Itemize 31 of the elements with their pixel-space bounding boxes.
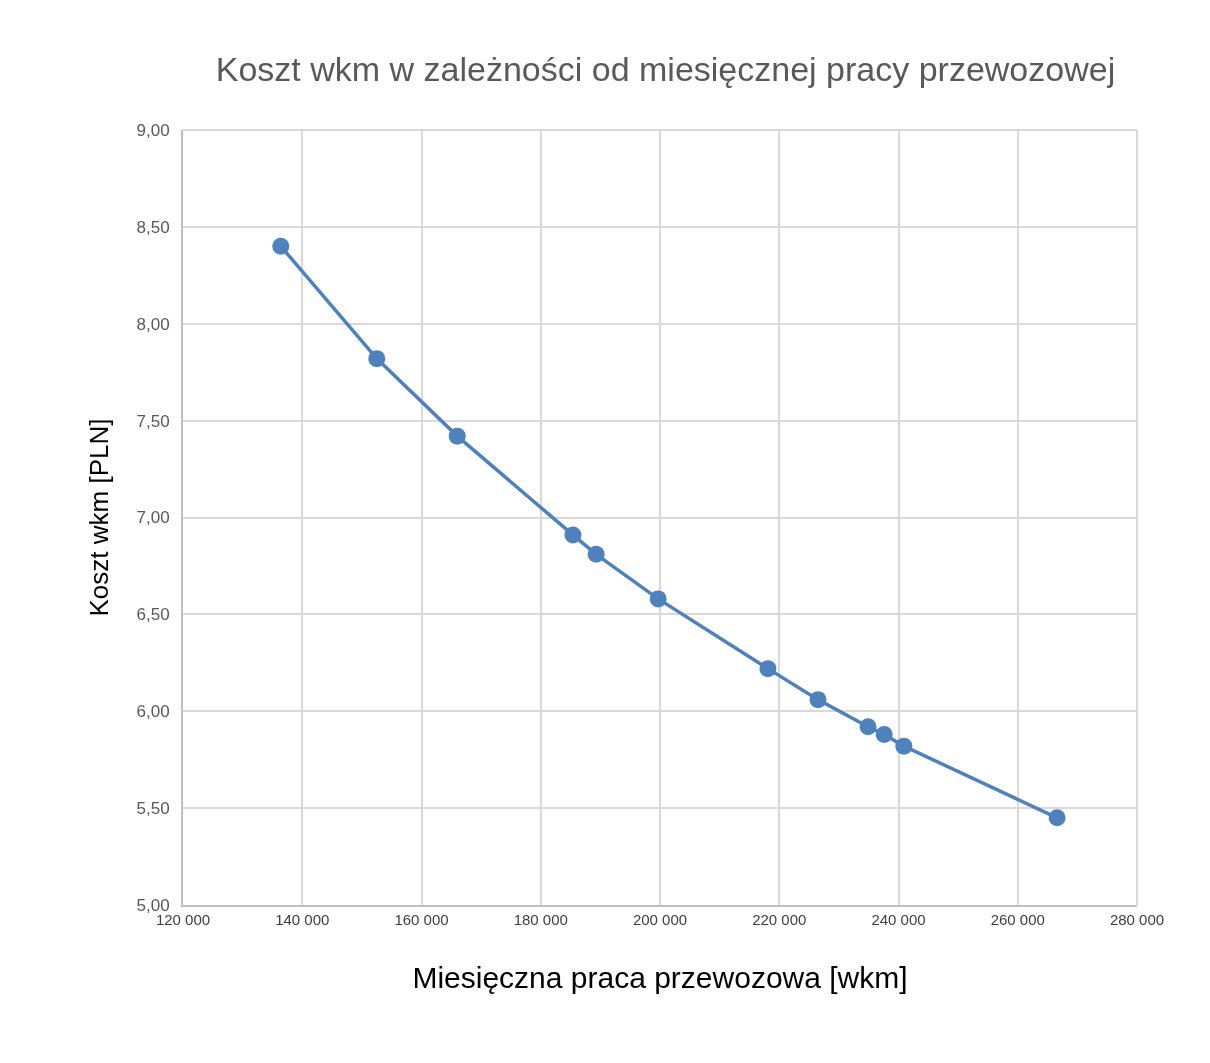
y-tick-label: 5,50: [136, 799, 170, 819]
point: [895, 737, 913, 755]
x-axis-title: Miesięczna praca przewozowa [wkm]: [412, 961, 908, 994]
x-tick-label: 280 000: [1109, 911, 1165, 928]
point: [759, 660, 777, 678]
point: [368, 350, 386, 368]
x-tick-label: 180 000: [513, 911, 568, 928]
y-tick-label: 7,50: [136, 411, 170, 431]
y-tick-label: 8,00: [136, 314, 170, 334]
point: [875, 726, 893, 743]
point: [448, 427, 466, 445]
x-tick-label: 140 000: [275, 911, 330, 928]
chart-title: Koszt wkm w zależności od miesięcznej pracy przewozowej: [215, 50, 1116, 88]
y-tick-label: 6,00: [136, 702, 170, 722]
x-tick-label: 240 000: [871, 911, 926, 928]
point: [564, 526, 582, 544]
point: [649, 590, 667, 608]
point: [587, 545, 605, 563]
y-tick-label: 7,00: [136, 508, 170, 528]
point: [272, 237, 290, 255]
y-tick-label: 6,50: [136, 605, 170, 625]
x-tick-label: 260 000: [990, 911, 1045, 928]
y-axis-title: Koszt wkm [PLN]: [84, 418, 115, 617]
x-tick-label: 220 000: [752, 911, 807, 928]
x-tick-label: 200 000: [632, 911, 688, 928]
point: [1048, 809, 1066, 827]
y-tick-label: 8,50: [136, 217, 170, 237]
y-tick-label: 9,00: [136, 120, 170, 140]
point: [859, 718, 877, 736]
point: [809, 691, 827, 709]
x-tick-label: 160 000: [394, 911, 449, 928]
